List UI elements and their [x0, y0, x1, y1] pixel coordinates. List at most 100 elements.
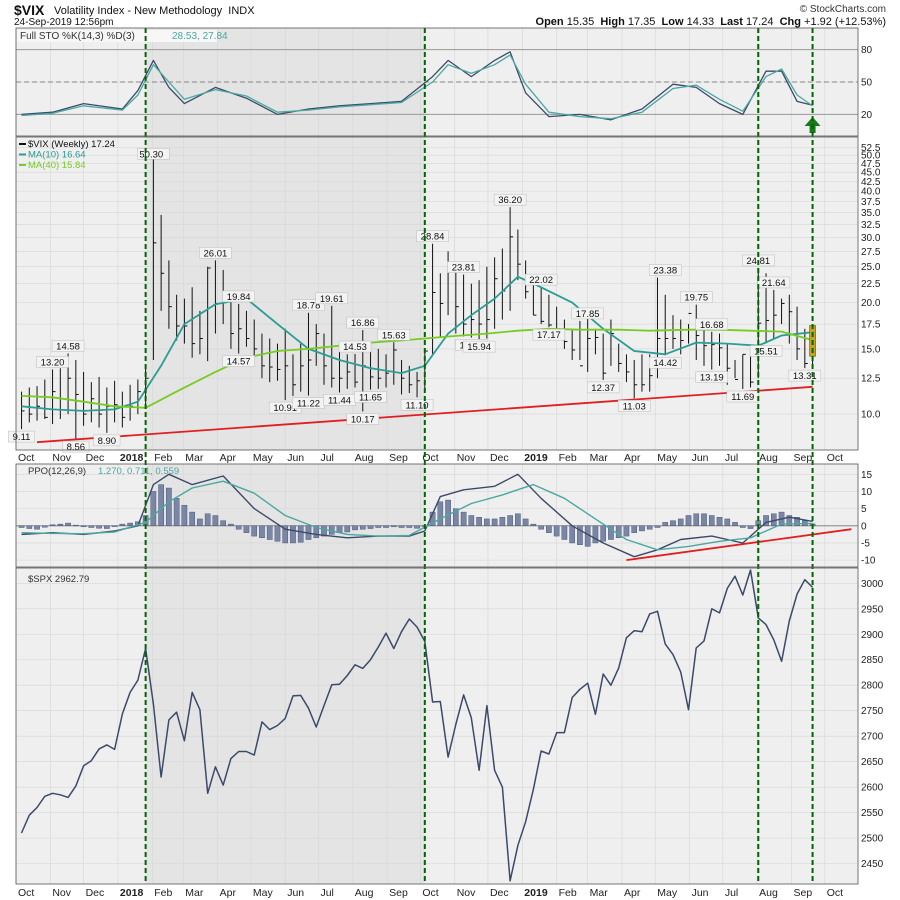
ppo-histogram-bar — [65, 522, 71, 527]
spx-panel-border — [15, 567, 859, 885]
vix-data-label: 26.01 — [204, 248, 228, 259]
quote-summary: Open 15.35 High 17.35 Low 14.33 Last 17.… — [535, 16, 886, 28]
vix-x-tick-label: 2019 — [524, 452, 548, 464]
ppo-histogram-bar — [670, 520, 676, 527]
spx-x-tick-label: Feb — [559, 887, 577, 899]
ppo-histogram-bar — [639, 525, 645, 532]
spx-y-tick-label: 2900 — [861, 630, 884, 641]
vix-y-tick-label: 45.0 — [861, 168, 881, 179]
vix-x-tick-label: Nov — [52, 452, 71, 464]
vix-data-label-bg — [586, 381, 620, 394]
ppo-histogram-bar — [104, 525, 110, 529]
spx-x-tick-label: Sep — [794, 887, 813, 899]
ppo-histogram-bar — [786, 515, 793, 527]
ppo-histogram-bar — [297, 525, 304, 543]
spx-x-tick-label: Apr — [624, 887, 641, 899]
ppo-histogram-bar — [57, 523, 64, 526]
vix-data-label-bg — [377, 329, 411, 341]
vix-x-tick-label: Sep — [389, 452, 408, 464]
vix-y-tick-label: 25.0 — [861, 262, 881, 273]
vix-data-label-bg — [648, 356, 682, 369]
vix-y-tick-label: 47.5 — [861, 159, 881, 170]
vix-x-tick-label: Feb — [154, 452, 172, 464]
spx-y-tick-label: 3000 — [861, 579, 884, 590]
spx-x-tick-label: Jun — [692, 887, 709, 899]
vix-data-label: 13.19 — [700, 373, 724, 384]
vix-x-tick-label: Dec — [86, 452, 105, 464]
vix-data-label-bg — [346, 316, 380, 329]
stochastic-y-tick-label: 20 — [861, 110, 873, 121]
ppo-histogram-bar — [623, 525, 630, 537]
vix-series-ma-40- — [21, 327, 813, 409]
vix-x-tick-label: Jul — [320, 452, 333, 464]
spx-x-tick-label: May — [657, 887, 678, 899]
ppo-histogram-bar — [26, 525, 33, 529]
spx-x-tick-label: May — [253, 887, 274, 899]
ppo-histogram-bar — [274, 525, 281, 542]
ppo-histogram-bar — [739, 525, 746, 528]
vix-data-label: 15.94 — [467, 342, 491, 353]
vix-data-label: 11.69 — [731, 392, 754, 403]
ppo-histogram-bar — [49, 524, 56, 527]
vix-x-tick-label: Nov — [457, 452, 476, 464]
ppo-histogram-bar — [592, 525, 599, 544]
ppo-histogram-bar — [243, 525, 250, 533]
vix-data-label-bg — [462, 340, 496, 353]
vix-data-label-bg — [695, 318, 729, 331]
ppo-y-tick-label: 15 — [861, 470, 873, 481]
vix-data-label-bg — [493, 193, 527, 206]
vix-data-label-bg — [62, 440, 90, 453]
spx-y-tick-label: 2800 — [861, 681, 884, 692]
vix-data-label: 8.90 — [98, 436, 117, 447]
vix-x-tick-label: Apr — [624, 452, 641, 464]
vix-data-label-bg — [749, 345, 783, 357]
vix-data-label: 13.20 — [41, 357, 65, 368]
ppo-histogram-bar — [212, 515, 219, 527]
spx-x-tick-label: Nov — [457, 887, 476, 899]
spx-x-tick-label: Dec — [86, 887, 105, 899]
vix-x-tick-label: 2018 — [120, 452, 144, 464]
vix-x-tick-label: Sep — [794, 452, 813, 464]
ppo-histogram-bar — [522, 518, 529, 527]
vix-data-label: 19.61 — [320, 294, 344, 305]
spx-x-tick-label: Nov — [52, 887, 71, 899]
ppo-histogram-bar — [321, 525, 327, 537]
vix-data-label: 23.81 — [452, 263, 476, 274]
vix-data-label-bg — [292, 299, 325, 311]
ppo-histogram-bar — [646, 525, 653, 530]
ppo-histogram-bar — [685, 515, 692, 527]
ppo-histogram-bar — [794, 517, 800, 527]
ppo-histogram-bar — [204, 513, 211, 526]
vix-data-label: 16.68 — [700, 320, 724, 331]
ppo-histogram-bar — [34, 525, 40, 530]
spx-x-tick-label: Aug — [355, 887, 374, 899]
ppo-histogram-bar — [577, 525, 583, 545]
vix-data-label: 22.02 — [529, 275, 553, 286]
vix-y-tick-label: 17.5 — [861, 320, 881, 331]
ppo-histogram-bar — [383, 525, 389, 528]
spx-y-tick-label: 2550 — [861, 808, 884, 819]
ppo-histogram-bar — [654, 525, 661, 528]
spx-y-tick-label: 2450 — [861, 859, 884, 870]
ppo-histogram-bar — [569, 525, 575, 544]
stochastic-series--d — [21, 54, 813, 120]
spx-series--spx — [20, 569, 814, 882]
ppo-histogram-bar — [111, 525, 118, 527]
vix-data-label: 9.11 — [13, 432, 31, 443]
ppo-histogram-bar — [406, 525, 413, 528]
stochastic-legend: Full STO %K(14,3) %D(3) — [20, 31, 135, 42]
vix-data-label-bg — [571, 307, 604, 320]
brand-watermark: © StockCharts.com — [799, 4, 886, 15]
vix-y-tick-label: 22.5 — [861, 279, 881, 290]
vix-data-label: 16.86 — [351, 318, 375, 329]
ppo-histogram-bar — [127, 522, 133, 527]
vix-data-label: 14.53 — [343, 342, 367, 353]
ppo-histogram-bar — [398, 525, 405, 528]
ppo-histogram-bar — [228, 523, 234, 526]
ppo-y-tick-label: 5 — [861, 504, 867, 515]
vix-data-label: 13.31 — [793, 371, 817, 382]
vix-x-tick-label: Apr — [220, 452, 237, 464]
vix-data-label-bg — [199, 247, 232, 259]
ppo-histogram-bar — [88, 525, 95, 528]
spx-x-tick-label: Oct — [422, 887, 438, 899]
